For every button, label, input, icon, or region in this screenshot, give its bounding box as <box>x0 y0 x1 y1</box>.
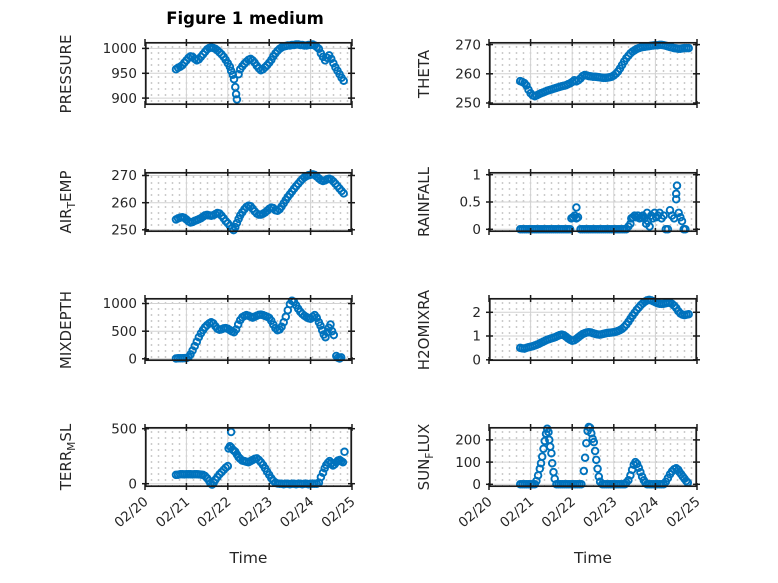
data-marker <box>171 296 346 363</box>
x-tick-label: 02/21 <box>497 494 537 531</box>
data-marker <box>515 181 690 234</box>
y-tick-label: 0 <box>128 476 137 492</box>
subplot-sun-flux: 0 100 200 02/20 02/21 02/22 02/23 02/24 02/25 <box>455 422 704 531</box>
x-tick-label: 02/24 <box>277 494 317 531</box>
y-tick-label: 260 <box>455 67 481 83</box>
x-tick-label: 02/25 <box>318 494 358 531</box>
y-tick-label: 0 <box>472 222 481 238</box>
subplot-theta: 250 260 270 <box>455 37 700 112</box>
y-tick-label: 0.5 <box>460 195 481 211</box>
figure-title: Figure 1 medium <box>166 9 324 28</box>
y-tick-label: 950 <box>111 66 137 82</box>
y-tick-label: 100 <box>455 455 481 471</box>
y-tick-label: 250 <box>111 223 137 239</box>
y-tick-label: 270 <box>111 168 137 184</box>
y-tick-label: 500 <box>111 421 137 437</box>
y-tick-label: 900 <box>111 91 137 107</box>
data-marker <box>171 40 348 104</box>
subplot-air-temp: 250 260 270 <box>111 168 355 239</box>
h2omixra-plot: 0 1 2 <box>472 295 700 369</box>
y-tick-label: 1 <box>472 329 481 345</box>
theta-plot: 250 260 270 <box>455 37 700 112</box>
mixdepth-plot: 0 500 1000 <box>103 295 355 368</box>
y-tick-label: 500 <box>111 324 137 340</box>
x-tick-label: 02/25 <box>663 494 703 531</box>
data-marker <box>515 295 693 353</box>
sun_flux-plot: 0 100 200 02/20 02/21 02/22 02/23 02/24 02/25 <box>455 422 704 531</box>
rainfall-plot: 00.51 <box>460 167 700 238</box>
data-marker <box>515 40 693 101</box>
subplot-terr-msl: 0 500 02/20 02/21 02/22 02/23 02/24 02/25 <box>111 421 358 531</box>
y-tick-label: 200 <box>455 433 481 449</box>
x-tick-label: 02/20 <box>111 494 151 531</box>
ylabel-sun-flux: SUNFLUX <box>415 423 436 491</box>
ylabel-terr-msl: TERRMSL <box>57 423 78 491</box>
y-tick-label: 1000 <box>103 41 137 57</box>
x-tick-label: 02/23 <box>580 494 620 531</box>
pressure-plot: 900 950 1000 <box>103 39 355 108</box>
x-tick-label: 02/22 <box>194 494 234 531</box>
y-tick-label: 2 <box>472 305 481 321</box>
data-marker <box>171 170 348 235</box>
subplot-mixdepth: 0 500 1000 <box>103 295 355 368</box>
xlabel-time-left: Time <box>229 549 268 567</box>
y-tick-label: 0 <box>128 352 137 368</box>
y-tick-label: 0 <box>472 353 481 369</box>
x-tick-label: 02/23 <box>236 494 276 531</box>
data-marker <box>515 422 693 489</box>
y-tick-label: 250 <box>455 96 481 112</box>
air_temp-plot: 250 260 270 <box>111 168 355 239</box>
y-tick-label: 270 <box>455 37 481 53</box>
xlabel-time-right: Time <box>574 549 612 567</box>
subplot-pressure: 900 950 1000 <box>103 39 355 108</box>
terr_msl-plot: 0 500 02/20 02/21 02/22 02/23 02/24 02/25 <box>111 421 358 531</box>
x-tick-label: 02/22 <box>539 494 579 531</box>
x-tick-label: 02/24 <box>622 494 662 531</box>
subplot-rainfall: 0 0.5 1 <box>460 167 700 238</box>
y-tick-label: 0 <box>472 477 481 493</box>
y-tick-label: 260 <box>111 195 137 211</box>
data-marker <box>171 427 349 489</box>
x-tick-label: 02/20 <box>455 494 495 531</box>
y-tick-label: 1000 <box>103 296 137 312</box>
y-tick-label: 1 <box>472 167 481 183</box>
subplot-h2omixra: 0 1 2 <box>472 295 700 369</box>
x-tick-label: 02/21 <box>153 494 193 531</box>
